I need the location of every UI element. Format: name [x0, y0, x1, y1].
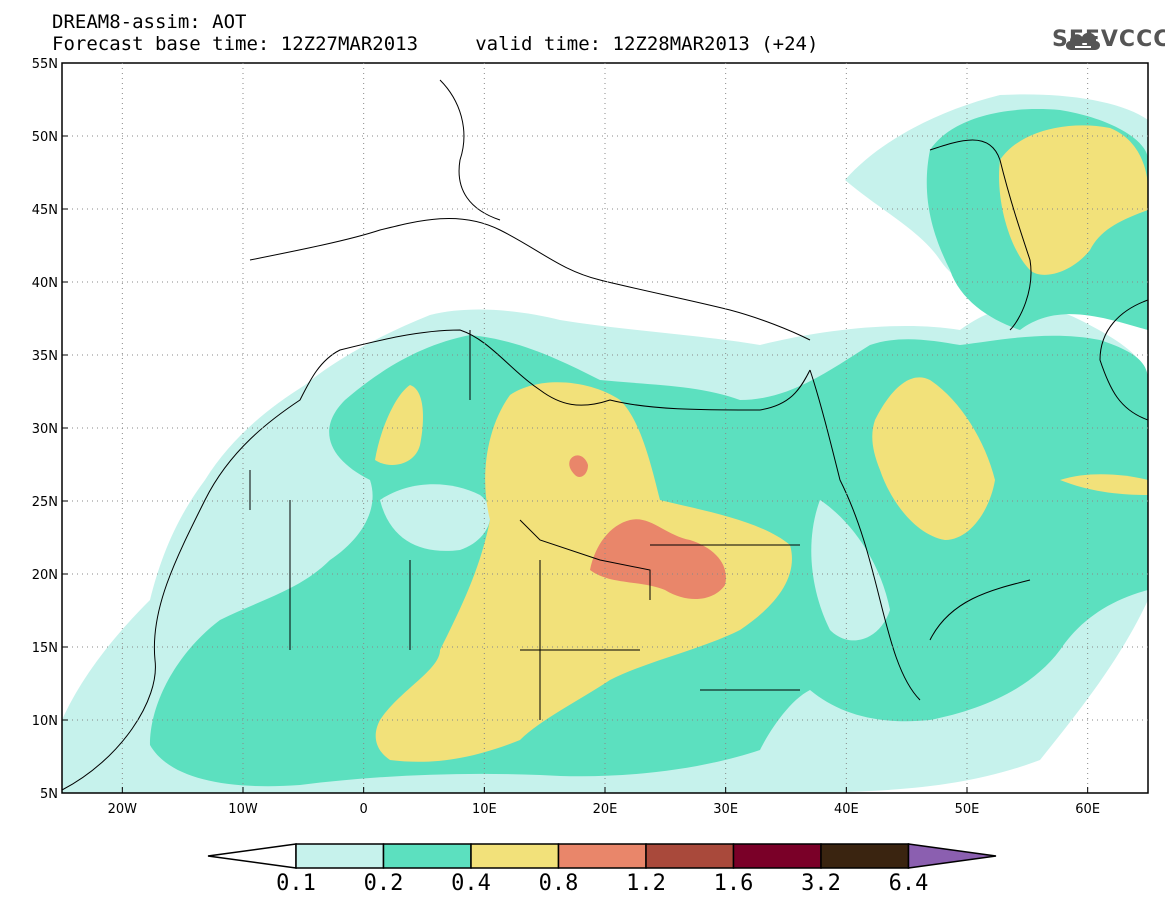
lon-labels: 20W 10W 0 10E 20E 30E 40E 50E 60E — [108, 802, 1100, 817]
colorbar: 0.1 0.2 0.4 0.8 1.2 1.6 3.2 6.4 — [207, 843, 997, 896]
aot-region-high-ne — [999, 125, 1148, 275]
lat-tick-label: 45N — [32, 203, 58, 218]
colorbar-label: 0.4 — [451, 871, 491, 896]
lon-tick-label: 10E — [472, 802, 497, 817]
lat-tick-label: 40N — [32, 276, 58, 291]
colorbar-label: 3.2 — [801, 871, 841, 896]
coastlines — [62, 79, 1148, 791]
gridlines — [62, 62, 1148, 794]
aot-region-high-gulf — [1060, 474, 1148, 495]
lat-tick-label: 30N — [32, 422, 58, 437]
colorbar-label: 1.6 — [714, 871, 754, 896]
aot-contours — [62, 94, 1148, 793]
colorbar-segment — [820, 843, 910, 869]
lon-tick-label: 40E — [834, 802, 859, 817]
lat-labels: 55N 50N 45N 40N 35N 30N 25N 20N 15N 10N 5N — [32, 57, 58, 802]
lat-tick-label: 35N — [32, 349, 58, 364]
lat-tick-label: 25N — [32, 495, 58, 510]
lat-tick-label: 5N — [40, 787, 58, 802]
lon-tick-label: 50E — [955, 802, 980, 817]
colorbar-label: 6.4 — [889, 871, 929, 896]
lat-tick-label: 20N — [32, 568, 58, 583]
colorbar-label: 0.2 — [364, 871, 404, 896]
aot-region-very-high — [590, 519, 726, 600]
colorbar-label: 0.1 — [276, 871, 316, 896]
lat-tick-label: 55N — [32, 57, 58, 72]
map-title: DREAM8-assim: AOT — [52, 11, 247, 33]
cloud-icon — [1065, 32, 1101, 50]
lon-tick-label: 0 — [360, 802, 368, 817]
colorbar-left-arrow — [207, 843, 297, 869]
lat-tick-label: 50N — [32, 130, 58, 145]
lon-tick-label: 10W — [228, 802, 258, 817]
lon-tick-label: 30E — [713, 802, 738, 817]
aot-region-high-w — [375, 385, 423, 465]
lon-tick-label: 60E — [1075, 802, 1100, 817]
aot-region-high-e — [872, 377, 995, 540]
map-subtitle: Forecast base time: 12Z27MAR2013 valid t… — [52, 33, 819, 55]
aot-gap-low-e — [811, 500, 890, 641]
colorbar-segment — [732, 843, 822, 869]
lat-tick-label: 10N — [32, 714, 58, 729]
lat-tick-label: 15N — [32, 641, 58, 656]
colorbar-right-arrow — [907, 843, 997, 869]
lon-tick-label: 20E — [593, 802, 618, 817]
colorbar-segment — [382, 843, 472, 869]
colorbar-label: 0.8 — [539, 871, 579, 896]
colorbar-segment — [557, 843, 647, 869]
colorbar-label: 1.2 — [626, 871, 666, 896]
colorbar-segment — [295, 843, 385, 869]
colorbar-segment — [470, 843, 560, 869]
logo-text: SEEVCCC — [1052, 27, 1165, 52]
lon-tick-label: 20W — [108, 802, 138, 817]
aot-region-very-high-spot — [569, 455, 588, 477]
colorbar-segment — [645, 843, 735, 869]
aot-region-high — [375, 382, 792, 762]
